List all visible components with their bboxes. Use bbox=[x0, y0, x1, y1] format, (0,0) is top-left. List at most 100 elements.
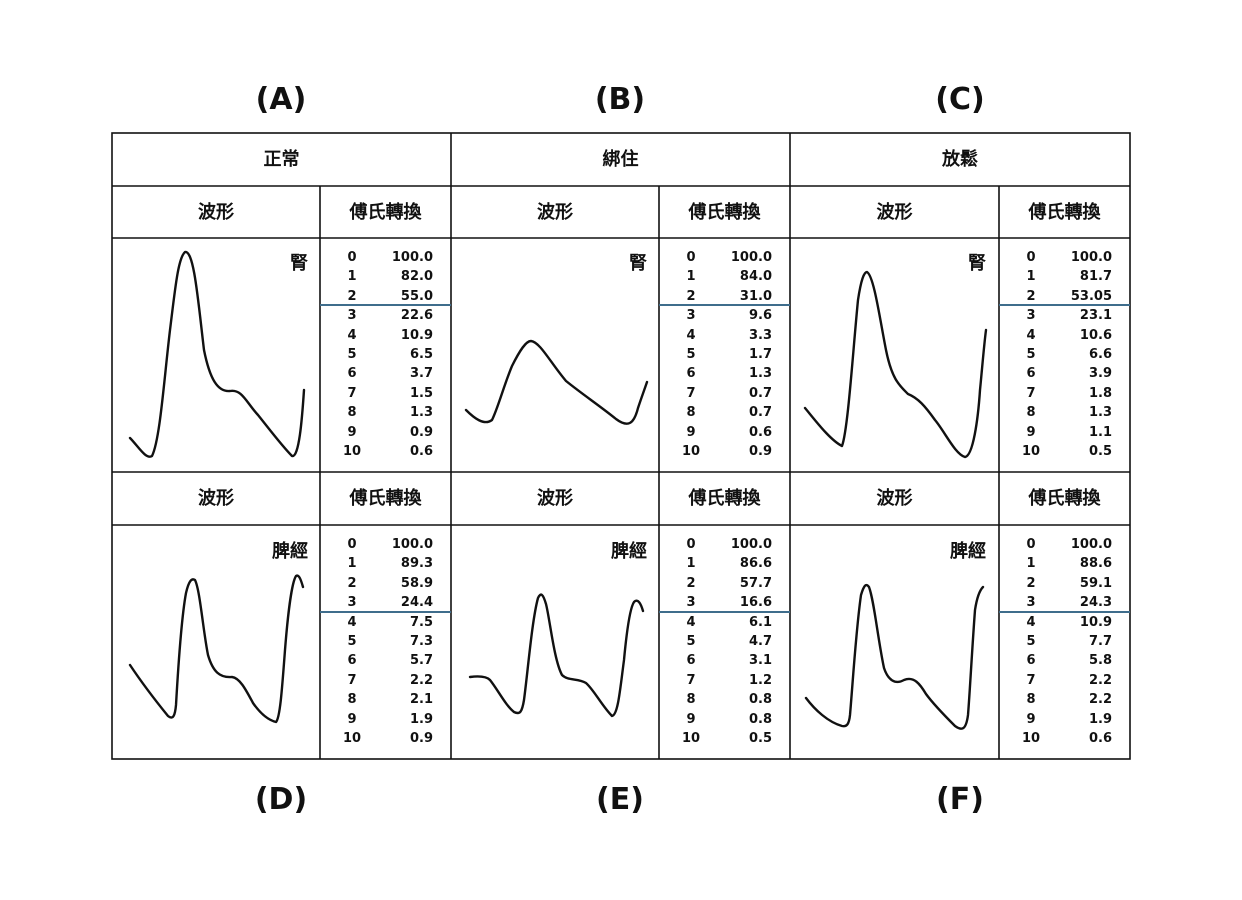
harmonic-value: 2.1 bbox=[409, 692, 433, 708]
panel-label-b: (B) bbox=[594, 82, 646, 117]
harmonic-value: 58.9 bbox=[400, 575, 433, 591]
harmonic-index: 0 bbox=[1026, 250, 1036, 265]
harmonic-value: 1.3 bbox=[748, 366, 772, 382]
fourier-row: 0 100.0 bbox=[1020, 535, 1112, 554]
fourier-row: 2 59.1 bbox=[1020, 574, 1112, 593]
harmonic-value: 6.5 bbox=[409, 346, 433, 362]
harmonic-value: 6.6 bbox=[1088, 346, 1112, 362]
fourier-row: 7 2.2 bbox=[1020, 671, 1112, 690]
harmonic-value: 1.5 bbox=[409, 385, 433, 401]
fourier-row: 0 100.0 bbox=[680, 248, 772, 267]
wave-header-c: 波形 bbox=[876, 202, 913, 223]
fourier-table-kidney-bound: 0 100.0 1 84.0 2 31.0 3 9.6 4 3.3 5 1.7 6 1.3 7 0.7 8 0.7… bbox=[680, 248, 772, 461]
waveform-spleen-bound bbox=[468, 593, 645, 718]
fourier-row: 5 7.7 bbox=[1020, 632, 1112, 651]
fourier-row: 6 1.3 bbox=[680, 364, 772, 383]
harmonic-index: 0 bbox=[347, 250, 357, 265]
harmonic-index: 8 bbox=[347, 692, 357, 708]
panel-label-a: (A) bbox=[255, 82, 307, 117]
fourier-row: 7 0.7 bbox=[680, 384, 772, 403]
fourier-row: 10 0.6 bbox=[341, 442, 433, 461]
fourier-row: 8 0.8 bbox=[680, 690, 772, 709]
fourier-row: 9 1.9 bbox=[341, 710, 433, 729]
wave-header-e: 波形 bbox=[537, 488, 573, 509]
harmonic-index: 3 bbox=[1026, 595, 1036, 611]
harmonic-index: 6 bbox=[686, 653, 696, 669]
harmonic-value: 10.9 bbox=[1079, 614, 1112, 630]
harmonic-index: 4 bbox=[347, 327, 357, 343]
fourier-row: 7 2.2 bbox=[341, 671, 433, 690]
fourier-row: 6 5.8 bbox=[1020, 651, 1112, 670]
fourier-row: 2 53.05 bbox=[1020, 287, 1112, 306]
harmonic-index: 0 bbox=[686, 250, 696, 265]
harmonic-index: 2 bbox=[686, 288, 696, 304]
fourier-row: 6 3.9 bbox=[1020, 364, 1112, 383]
fourier-row: 1 81.7 bbox=[1020, 267, 1112, 286]
harmonic-index: 2 bbox=[686, 575, 696, 591]
fourier-row: 0 100.0 bbox=[1020, 248, 1112, 267]
wave-header-d: 波形 bbox=[198, 488, 234, 509]
harmonic-index: 4 bbox=[1026, 614, 1036, 630]
fourier-row: 1 82.0 bbox=[341, 267, 433, 286]
fourier-table-kidney-normal: 0 100.0 1 82.0 2 55.0 3 22.6 4 10.9 5 6.5 6 3.7 7 1.5 8 1… bbox=[341, 248, 433, 461]
harmonic-value: 24.4 bbox=[400, 595, 433, 611]
harmonic-value: 86.6 bbox=[739, 556, 772, 572]
fourier-header-f: 傅氏轉換 bbox=[1028, 488, 1101, 509]
harmonic-index: 1 bbox=[686, 269, 696, 285]
harmonic-index: 8 bbox=[1026, 405, 1036, 421]
fourier-row: 0 100.0 bbox=[341, 248, 433, 267]
fourier-row: 10 0.9 bbox=[680, 442, 772, 461]
organ-label-spleen-d: 脾經 bbox=[272, 541, 308, 562]
harmonic-value: 1.2 bbox=[748, 672, 772, 688]
harmonic-value: 0.9 bbox=[409, 424, 433, 440]
fourier-row: 10 0.6 bbox=[1020, 729, 1112, 748]
harmonic-value: 0.8 bbox=[748, 692, 772, 708]
harmonic-value: 0.9 bbox=[748, 443, 772, 459]
fourier-row: 2 31.0 bbox=[680, 287, 772, 306]
harmonic-value: 3.7 bbox=[409, 366, 433, 382]
panel-label-f: (F) bbox=[936, 782, 984, 817]
header-bound: 綁住 bbox=[602, 149, 639, 170]
harmonic-index: 6 bbox=[686, 366, 696, 382]
fourier-row: 3 22.6 bbox=[341, 306, 433, 325]
harmonic-value: 22.6 bbox=[400, 308, 433, 324]
wave-header-b: 波形 bbox=[537, 202, 573, 223]
harmonic-index: 4 bbox=[686, 327, 696, 343]
harmonic-value: 5.7 bbox=[409, 653, 433, 669]
waveform-kidney-relaxed bbox=[803, 270, 988, 459]
harmonic-index: 7 bbox=[686, 385, 696, 401]
harmonic-value: 1.3 bbox=[409, 405, 433, 421]
harmonic-index: 6 bbox=[1026, 653, 1036, 669]
fourier-header-e: 傅氏轉換 bbox=[688, 488, 761, 509]
panel-label-c: (C) bbox=[935, 82, 985, 117]
harmonic-index: 5 bbox=[347, 633, 357, 649]
harmonic-index: 8 bbox=[1026, 692, 1036, 708]
harmonic-value: 59.1 bbox=[1079, 575, 1112, 591]
harmonic-value: 0.6 bbox=[748, 424, 772, 440]
harmonic-value: 0.5 bbox=[748, 730, 772, 746]
fourier-row: 8 2.1 bbox=[341, 690, 433, 709]
harmonic-index: 6 bbox=[1026, 366, 1036, 382]
harmonic-index: 7 bbox=[1026, 672, 1036, 688]
harmonic-index: 3 bbox=[347, 308, 357, 324]
fourier-row: 2 58.9 bbox=[341, 574, 433, 593]
fourier-row: 7 1.8 bbox=[1020, 384, 1112, 403]
fourier-row: 8 1.3 bbox=[341, 403, 433, 422]
harmonic-index: 4 bbox=[347, 614, 357, 630]
harmonic-index: 0 bbox=[1026, 537, 1036, 552]
header-relaxed: 放鬆 bbox=[942, 149, 978, 170]
harmonic-value: 31.0 bbox=[739, 288, 772, 304]
harmonic-value: 1.7 bbox=[748, 346, 772, 362]
harmonic-value: 5.8 bbox=[1088, 653, 1112, 669]
harmonic-index: 9 bbox=[686, 711, 696, 727]
organ-label-kidney-a: 腎 bbox=[290, 253, 308, 274]
harmonic-value: 100.0 bbox=[1070, 537, 1112, 552]
harmonic-value: 4.7 bbox=[748, 633, 772, 649]
harmonic-index: 9 bbox=[1026, 424, 1036, 440]
fourier-row: 5 7.3 bbox=[341, 632, 433, 651]
fourier-row: 2 55.0 bbox=[341, 287, 433, 306]
harmonic-index: 0 bbox=[686, 537, 696, 552]
harmonic-index: 9 bbox=[1026, 711, 1036, 727]
harmonic-value: 16.6 bbox=[739, 595, 772, 611]
harmonic-value: 57.7 bbox=[739, 575, 772, 591]
